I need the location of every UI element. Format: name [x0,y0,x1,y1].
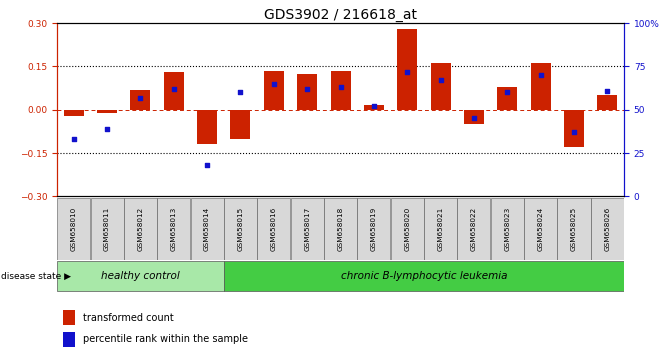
Bar [224,261,624,291]
Point [168,86,179,92]
Point [602,88,613,93]
Bar [224,198,257,260]
Point [568,130,579,135]
Bar [324,198,357,260]
Bar [558,198,590,260]
Point [68,136,79,142]
Text: GSM658014: GSM658014 [204,207,210,251]
Text: percentile rank within the sample: percentile rank within the sample [83,335,248,344]
Bar [157,198,191,260]
Text: transformed count: transformed count [83,313,173,323]
Bar [524,198,557,260]
Bar [491,198,524,260]
Bar [424,198,457,260]
Point [402,69,413,74]
Bar [358,198,391,260]
Bar [364,105,384,110]
Bar [497,87,517,110]
Bar [591,198,624,260]
Bar [91,198,123,260]
Bar [230,110,250,139]
Bar [397,29,417,110]
Bar [597,95,617,110]
Text: GSM658023: GSM658023 [505,207,511,251]
Bar [57,261,223,291]
Text: GSM658015: GSM658015 [238,207,244,251]
Bar [97,110,117,113]
Text: GSM658010: GSM658010 [70,207,76,251]
Text: GSM658011: GSM658011 [104,207,110,251]
Text: GSM658018: GSM658018 [338,207,344,251]
Text: GSM658021: GSM658021 [437,207,444,251]
Bar [257,198,291,260]
Bar [297,74,317,110]
Bar [62,332,75,347]
Bar [164,72,184,110]
Point [102,126,113,132]
Point [468,115,479,121]
Text: GSM658019: GSM658019 [371,207,377,251]
Bar [564,110,584,147]
Bar [62,310,75,325]
Bar [57,198,90,260]
Bar [191,198,223,260]
Bar [197,110,217,144]
Point [268,81,279,87]
Point [336,84,346,90]
Point [202,162,213,168]
Bar [64,110,84,115]
Point [235,90,246,95]
Text: GSM658013: GSM658013 [170,207,176,251]
Point [502,90,513,95]
Title: GDS3902 / 216618_at: GDS3902 / 216618_at [264,8,417,22]
Text: GSM658017: GSM658017 [304,207,310,251]
Point [302,86,313,92]
Bar [464,110,484,124]
Text: GSM658016: GSM658016 [271,207,277,251]
Text: GSM658025: GSM658025 [571,207,577,251]
Point [135,95,146,101]
Point [435,78,446,83]
Point [535,72,546,78]
Text: GSM658024: GSM658024 [537,207,544,251]
Bar [458,198,491,260]
Bar [531,63,551,110]
Bar [331,71,350,110]
Bar [291,198,323,260]
Text: GSM658012: GSM658012 [138,207,144,251]
Bar [130,90,150,110]
Bar [264,71,284,110]
Text: GSM658020: GSM658020 [404,207,410,251]
Text: disease state ▶: disease state ▶ [1,272,71,281]
Point [368,103,379,109]
Text: GSM658026: GSM658026 [605,207,611,251]
Bar [431,63,451,110]
Text: chronic B-lymphocytic leukemia: chronic B-lymphocytic leukemia [341,271,507,281]
Bar [391,198,424,260]
Bar [124,198,157,260]
Text: healthy control: healthy control [101,271,180,281]
Text: GSM658022: GSM658022 [471,207,477,251]
